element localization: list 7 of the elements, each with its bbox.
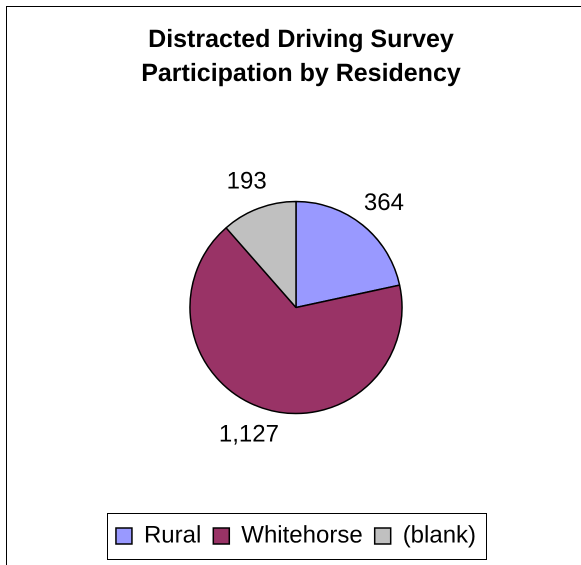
chart-title: Distracted Driving Survey Participation by Residency <box>140 24 462 89</box>
legend-label: (blank) <box>402 522 476 549</box>
data-label: 1,127 <box>218 420 279 448</box>
data-label: 364 <box>364 188 404 216</box>
data-label: 193 <box>226 168 267 195</box>
legend-label: Whitehorse <box>241 522 363 549</box>
legend-label: Rural <box>144 522 202 549</box>
